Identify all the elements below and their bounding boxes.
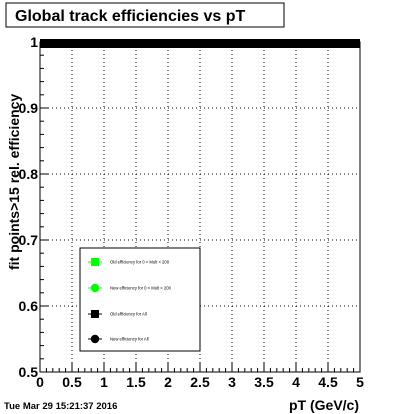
x-tick-label: 3: [228, 374, 236, 390]
legend-label: Old efficiency for All: [110, 312, 147, 317]
x-tick-label: 1.5: [126, 374, 146, 390]
datetime-stamp: Tue Mar 29 15:21:37 2016: [4, 401, 117, 412]
legend-square-marker: [91, 258, 99, 266]
y-axis-title: fit points>15 rel. efficiency: [6, 94, 22, 270]
legend: Old efficiency for 0 < Mult < 200 New eff…: [79, 247, 201, 352]
legend-entries: Old efficiency for 0 < Mult < 200 New eff…: [88, 258, 172, 344]
x-tick-labels: 0 0.5 1 1.5 2 2.5 3 3.5 4 4.5 5: [36, 374, 364, 390]
legend-box: [79, 247, 201, 352]
x-tick-label: 5: [356, 374, 364, 390]
y-tick-label: 0.6: [19, 298, 39, 314]
x-tick-label: 4.5: [318, 374, 338, 390]
y-tick-labels: 0.5 0.6 0.7 0.8 0.9 1: [19, 34, 39, 380]
legend-circle-marker: [90, 283, 100, 293]
title-frame: [5, 2, 285, 28]
y-tick-label: 1: [30, 34, 38, 50]
x-tick-label: 0: [36, 374, 44, 390]
x-tick-label: 4: [292, 374, 300, 390]
x-tick-label: 3.5: [254, 374, 274, 390]
legend-circle-marker: [90, 334, 100, 344]
title-box: Global track efficiencies vs pT: [5, 2, 285, 28]
efficiency-band-layer: [40, 39, 360, 48]
x-axis-title: pT (GeV/c): [289, 397, 359, 413]
legend-label: New efficiency for All: [110, 337, 149, 342]
efficiency-band: [40, 39, 360, 48]
x-tick-label: 0.5: [62, 374, 82, 390]
y-tick-label: 0.9: [19, 100, 39, 116]
x-tick-label: 2: [164, 374, 172, 390]
axis-ticks: [39, 41, 361, 373]
legend-label: New efficiency for 0 < Mult < 200: [110, 286, 172, 291]
x-tick-label: 1: [100, 374, 108, 390]
y-tick-label: 0.5: [19, 364, 39, 380]
legend-label: Old efficiency for 0 < Mult < 200: [110, 260, 170, 265]
y-tick-label: 0.7: [19, 232, 39, 248]
chart-title: Global track efficiencies vs pT: [15, 8, 246, 25]
x-tick-label: 2.5: [190, 374, 210, 390]
legend-square-marker: [91, 310, 99, 318]
y-tick-label: 0.8: [19, 166, 39, 182]
